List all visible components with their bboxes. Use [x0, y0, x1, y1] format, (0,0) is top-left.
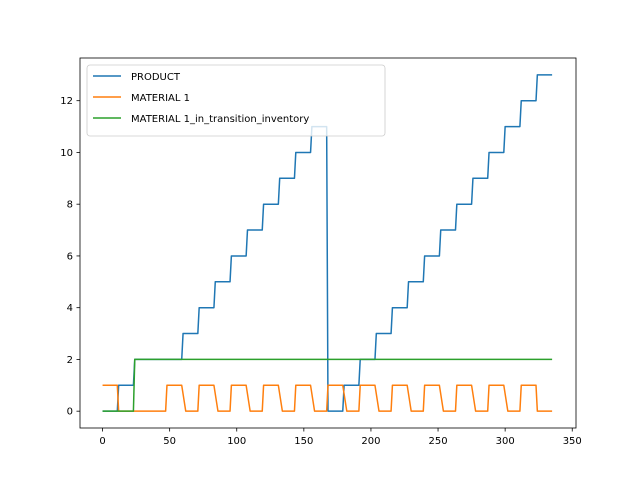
- y-tick-label: 10: [60, 148, 73, 159]
- y-tick-label: 2: [67, 355, 73, 366]
- x-tick-label: 0: [99, 436, 105, 447]
- axes-layer: 0 50 100 150 200 250 300 350 0 2 4 6 8 10 12: [60, 57, 582, 447]
- x-tick-label: 50: [163, 436, 176, 447]
- x-tick-label: 250: [428, 436, 447, 447]
- y-tick-label: 12: [60, 96, 73, 107]
- legend-label-1: PRODUCT: [131, 72, 181, 83]
- series-layer: [102, 74, 553, 412]
- y-tick-label: 4: [67, 303, 73, 314]
- legend-label-3: MATERIAL 1_in_transition_inventory: [131, 114, 309, 125]
- y-tick-label: 0: [67, 407, 73, 418]
- legend: PRODUCT MATERIAL 1 MATERIAL 1_in_transitio…: [86, 64, 386, 137]
- series-line-2: [102, 384, 553, 412]
- x-tick-label: 300: [496, 436, 515, 447]
- axes-frame: [79, 57, 577, 429]
- series-line-3: [102, 358, 553, 412]
- y-tick-label: 6: [67, 251, 73, 262]
- legend-label-2: MATERIAL 1: [131, 93, 190, 104]
- series-line-1: [102, 74, 553, 412]
- legend-box: [86, 64, 386, 137]
- x-tick-label: 200: [361, 436, 380, 447]
- y-tick-label: 8: [67, 200, 73, 211]
- x-tick-label: 100: [227, 436, 246, 447]
- x-tick-label: 150: [294, 436, 313, 447]
- x-tick-label: 350: [563, 436, 582, 447]
